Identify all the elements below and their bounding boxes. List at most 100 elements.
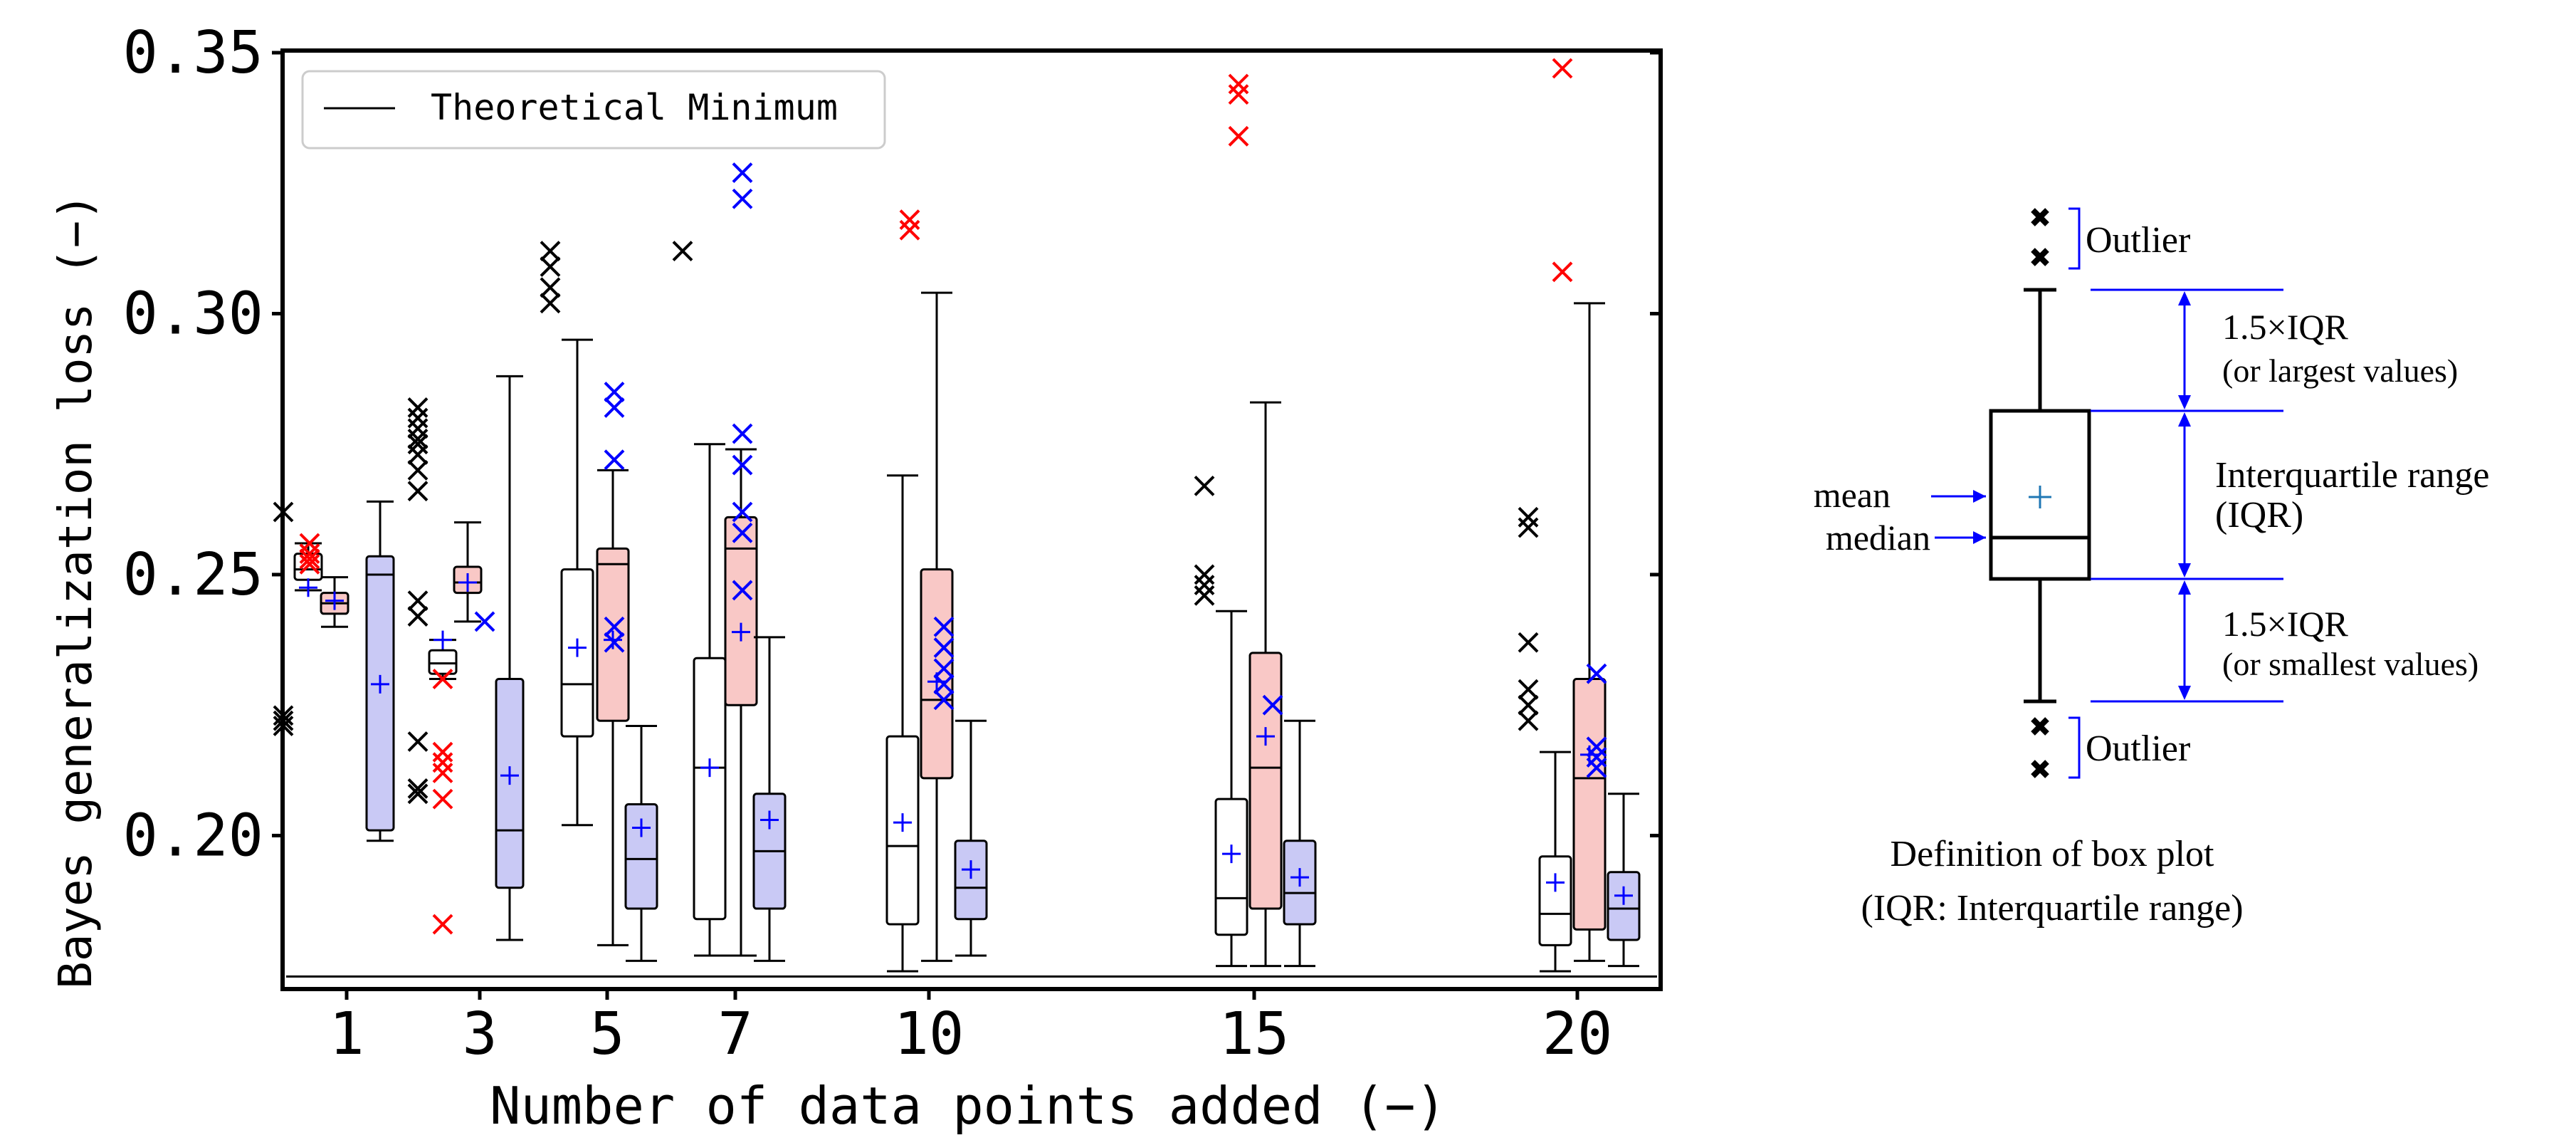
mean-marker	[732, 622, 750, 642]
legend-label: Theoretical Minimum	[431, 87, 838, 128]
outlier-marker	[604, 616, 625, 637]
outlier-marker	[1518, 517, 1539, 538]
example-outlier-marker	[2031, 208, 2049, 226]
outlier-marker	[933, 674, 955, 695]
mean-label: mean	[1814, 475, 1891, 515]
iqr-box	[428, 649, 458, 675]
box-20-blue	[1586, 663, 1641, 968]
box-3-red	[432, 521, 483, 935]
outlier-label-top: Outlier	[2086, 220, 2190, 261]
mean-marker	[760, 810, 779, 830]
y-axis-ticks: 0.20 0.25 0.30 0.35	[123, 19, 1661, 869]
mean-marker	[433, 630, 452, 649]
iqr-range-arrow	[2178, 412, 2191, 577]
outlier-marker	[604, 382, 625, 402]
outlier-marker	[1228, 73, 1249, 95]
iqr-box	[954, 840, 988, 921]
box-15-red	[1228, 73, 1283, 968]
outlier-bracket-bottom	[2068, 716, 2081, 779]
box-7-white	[672, 241, 727, 957]
box-1-blue	[365, 500, 395, 842]
mean-marker	[893, 813, 912, 832]
outlier-marker	[432, 788, 453, 810]
iqr-sublabel: (IQR)	[2215, 495, 2303, 535]
outlier-marker	[1228, 125, 1249, 147]
definition-caption-sub: (IQR: Interquartile range)	[1861, 888, 2243, 929]
outlier-marker	[1194, 575, 1215, 596]
mean-marker	[500, 766, 519, 785]
outlier-marker	[1552, 261, 1573, 283]
iqr-box	[693, 657, 727, 921]
outlier-marker	[604, 632, 625, 653]
outlier-marker	[672, 241, 693, 261]
iqr-box	[1214, 798, 1248, 936]
legend: Theoretical Minimum	[301, 70, 886, 150]
outlier-marker	[407, 444, 429, 465]
mean-marker	[325, 591, 344, 610]
iqr-label: Interquartile range	[2215, 455, 2489, 496]
y-tick-label: 0.35	[123, 19, 263, 87]
outlier-marker	[933, 689, 955, 711]
box-10-white	[885, 474, 920, 973]
outlier-marker	[432, 763, 453, 783]
x-axis-label: Number of data points added (−)	[490, 1076, 1446, 1136]
example-outlier-marker	[2031, 248, 2049, 266]
outlier-marker	[1518, 710, 1539, 731]
box-plot-definition: mean median Outlier Outlier 1.5×I	[1814, 207, 2489, 929]
outlier-marker	[407, 778, 429, 799]
outlier-bracket-top	[2068, 207, 2081, 270]
box-5-blue	[604, 382, 658, 962]
outlier-marker	[604, 397, 625, 418]
example-outlier-marker	[2031, 717, 2049, 736]
box-5-white	[540, 241, 594, 827]
plot-content	[273, 58, 1657, 978]
outlier-marker	[604, 449, 625, 471]
mean-marker	[1290, 868, 1309, 887]
outlier-marker	[1518, 679, 1539, 700]
mean-marker	[962, 860, 980, 879]
outlier-marker	[432, 669, 453, 689]
outlier-marker	[1194, 475, 1215, 496]
box-5-red	[596, 469, 630, 946]
box-20-red	[1552, 58, 1607, 962]
outlier-marker	[474, 611, 495, 632]
plot-frame	[280, 48, 1663, 991]
outlier-marker	[899, 219, 920, 241]
box-group-15	[1194, 73, 1317, 968]
box-group-1	[273, 500, 395, 842]
median-arrow-head	[1973, 531, 1986, 544]
outlier-marker	[1518, 632, 1539, 653]
x-tick-label: 20	[1542, 1000, 1613, 1068]
outlier-marker	[407, 428, 429, 449]
box-7-blue	[732, 162, 787, 962]
outlier-marker	[407, 459, 429, 481]
outlier-marker	[1518, 694, 1539, 716]
mean-marker	[632, 818, 651, 837]
x-tick-label: 1	[329, 1000, 364, 1068]
outlier-marker	[732, 423, 753, 444]
mean-marker	[1614, 886, 1633, 905]
outlier-marker	[1586, 663, 1607, 684]
box-group-5	[540, 241, 658, 962]
outlier-marker	[933, 658, 955, 679]
y-tick-label: 0.25	[123, 541, 263, 609]
outlier-marker	[299, 548, 320, 570]
outlier-marker	[1262, 694, 1283, 716]
example-mean-marker	[2029, 486, 2051, 508]
mean-marker	[458, 572, 477, 592]
outlier-marker	[933, 637, 955, 658]
outlier-marker	[732, 454, 753, 476]
iqr-box	[624, 802, 658, 910]
box-10-blue	[933, 616, 988, 957]
box-group-7	[672, 162, 787, 962]
outlier-marker	[933, 616, 955, 637]
box-20-white	[1518, 506, 1572, 973]
outlier-label-bottom: Outlier	[2086, 728, 2190, 769]
box-group-3	[407, 375, 525, 941]
outlier-marker	[732, 522, 753, 543]
legend-frame	[301, 70, 886, 150]
lower-whisker-label: 1.5×IQR	[2222, 604, 2348, 644]
iqr-box	[1538, 855, 1572, 946]
mean-marker	[700, 758, 719, 778]
outlier-marker	[732, 501, 753, 523]
